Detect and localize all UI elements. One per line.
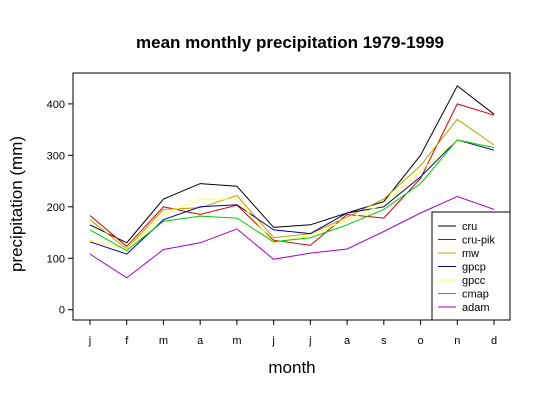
series-line-gpcc [89,139,495,250]
chart-title: mean monthly precipitation 1979-1999 [136,33,444,52]
y-tick-label: 0 [59,305,65,317]
y-tick-label: 300 [47,150,65,162]
legend-label-gpcp: gpcp [462,262,486,274]
legend-label-cru: cru [462,221,477,233]
x-tick-label: m [232,335,241,347]
x-tick-label: d [491,335,497,347]
y-tick-label: 100 [47,253,65,265]
series-line-mw [89,118,495,250]
x-tick-label: o [417,335,423,347]
plot-area [72,72,511,321]
series-line-cmap [89,139,495,252]
x-tick-label: j [308,335,311,347]
legend-label-mw: mw [462,248,479,260]
legend-label-gpcc: gpcc [462,275,486,287]
series-line-cru [89,85,495,244]
x-tick-label: s [381,335,387,347]
legend-label-adam: adam [462,302,490,314]
y-axis: 0 100 200 300 400 [47,99,73,317]
series-line-gpcp [89,139,495,255]
x-tick-label: a [197,335,204,347]
x-tick-label: f [125,335,129,347]
series-layer [89,85,495,279]
x-tick-label: j [88,335,91,347]
series-line-adam [89,195,495,279]
x-axis-label: month [268,358,315,377]
x-tick-label: m [159,335,168,347]
y-tick-label: 400 [47,99,65,111]
y-tick-label: 200 [47,202,65,214]
x-tick-label: n [454,335,460,347]
x-tick-label: a [344,335,351,347]
legend-label-cmap: cmap [462,289,489,301]
x-tick-label: j [271,335,274,347]
legend-label-cru-pik: cru-pik [462,235,496,247]
y-axis-label: precipitation (mm) [7,136,26,272]
